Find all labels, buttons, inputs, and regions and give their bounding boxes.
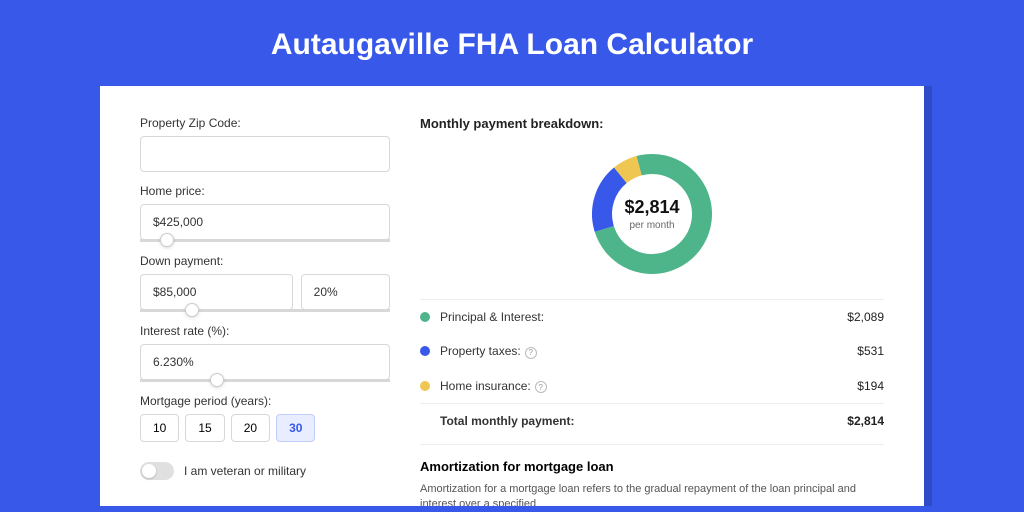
down-payment-input[interactable] <box>140 274 293 310</box>
zip-field: Property Zip Code: <box>140 116 390 172</box>
down-payment-pct-input[interactable] <box>301 274 390 310</box>
zip-label: Property Zip Code: <box>140 116 390 130</box>
breakdown-panel: Monthly payment breakdown: $2,814 per mo… <box>420 116 884 506</box>
total-value: $2,814 <box>847 414 884 428</box>
period-label: Mortgage period (years): <box>140 394 390 408</box>
down-payment-label: Down payment: <box>140 254 390 268</box>
period-field: Mortgage period (years): 10152030 <box>140 394 390 442</box>
donut-chart-wrap: $2,814 per month <box>420 149 884 279</box>
info-icon[interactable]: ? <box>535 381 547 393</box>
amortization-text: Amortization for a mortgage loan refers … <box>420 482 884 506</box>
period-btn-20[interactable]: 20 <box>231 414 270 442</box>
legend-label: Principal & Interest: <box>440 310 847 324</box>
donut-center: $2,814 per month <box>587 149 717 279</box>
home-price-slider[interactable] <box>140 239 390 242</box>
donut-amount: $2,814 <box>624 197 679 218</box>
legend-value: $194 <box>857 379 884 393</box>
amortization-title: Amortization for mortgage loan <box>420 459 884 474</box>
period-btn-30[interactable]: 30 <box>276 414 315 442</box>
interest-field: Interest rate (%): <box>140 324 390 382</box>
legend-value: $531 <box>857 344 884 358</box>
slider-thumb[interactable] <box>210 373 224 387</box>
slider-thumb[interactable] <box>185 303 199 317</box>
total-label: Total monthly payment: <box>440 414 847 428</box>
donut-chart: $2,814 per month <box>587 149 717 279</box>
info-icon[interactable]: ? <box>525 347 537 359</box>
veteran-label: I am veteran or military <box>184 464 306 478</box>
legend-dot <box>420 312 430 322</box>
page-title: Autaugaville FHA Loan Calculator <box>0 0 1024 86</box>
home-price-input[interactable] <box>140 204 390 240</box>
home-price-label: Home price: <box>140 184 390 198</box>
breakdown-title: Monthly payment breakdown: <box>420 116 884 131</box>
form-panel: Property Zip Code: Home price: Down paym… <box>140 116 390 506</box>
zip-input[interactable] <box>140 136 390 172</box>
legend-total-row: Total monthly payment:$2,814 <box>420 403 884 438</box>
legend-dot <box>420 346 430 356</box>
interest-label: Interest rate (%): <box>140 324 390 338</box>
period-btn-15[interactable]: 15 <box>185 414 224 442</box>
legend: Principal & Interest:$2,089Property taxe… <box>420 299 884 438</box>
calculator-card: Property Zip Code: Home price: Down paym… <box>100 86 924 506</box>
down-payment-field: Down payment: <box>140 254 390 312</box>
toggle-knob <box>142 464 156 478</box>
legend-row: Principal & Interest:$2,089 <box>420 300 884 334</box>
home-price-field: Home price: <box>140 184 390 242</box>
amortization-section: Amortization for mortgage loan Amortizat… <box>420 444 884 506</box>
legend-row: Home insurance:?$194 <box>420 369 884 404</box>
slider-thumb[interactable] <box>160 233 174 247</box>
period-btn-10[interactable]: 10 <box>140 414 179 442</box>
legend-dot <box>420 381 430 391</box>
interest-input[interactable] <box>140 344 390 380</box>
donut-sub: per month <box>629 220 674 231</box>
legend-row: Property taxes:?$531 <box>420 334 884 369</box>
interest-slider[interactable] <box>140 379 390 382</box>
down-payment-slider[interactable] <box>140 309 390 312</box>
veteran-toggle[interactable] <box>140 462 174 480</box>
legend-value: $2,089 <box>847 310 884 324</box>
legend-label: Home insurance:? <box>440 379 857 394</box>
veteran-toggle-row: I am veteran or military <box>140 462 390 480</box>
legend-label: Property taxes:? <box>440 344 857 359</box>
